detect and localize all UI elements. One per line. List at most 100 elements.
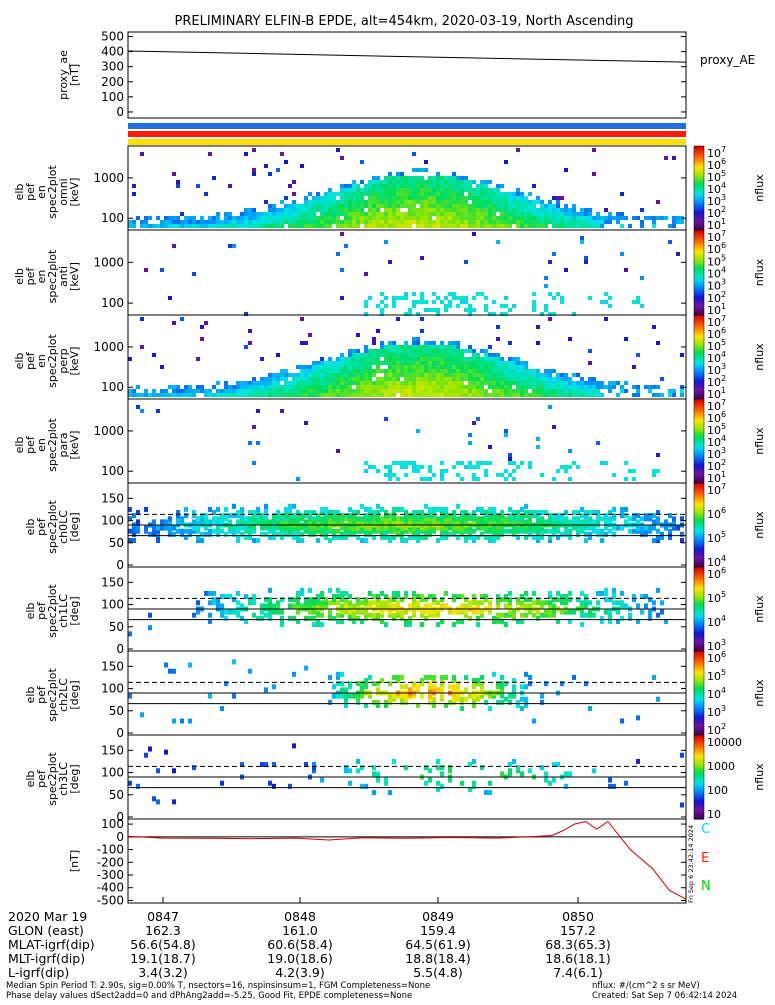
spec-anti-cell <box>472 308 476 312</box>
spec-omni-cell <box>236 220 240 224</box>
spec-perp-cell <box>552 389 556 393</box>
pa-ch0-cell <box>188 528 192 534</box>
spec-omni-cell <box>580 212 584 216</box>
spec-anti-cell <box>388 260 392 264</box>
spec-perp-cell <box>292 377 296 381</box>
pa-ch3-cell <box>136 783 140 789</box>
pa-ch0-cell <box>264 506 268 512</box>
pa-ch0-cell <box>156 531 160 537</box>
pa-ch0-cell <box>456 534 460 540</box>
spec-para-cell <box>504 469 508 473</box>
pa-ch0-cell <box>208 519 212 525</box>
pa-ch0-cbar-tick-0: 107 <box>707 482 726 497</box>
spec-omni-cell <box>480 208 484 212</box>
pa-ch1-cell <box>316 600 320 606</box>
pa-ch0-cell <box>368 525 372 531</box>
spec-omni-cell <box>484 216 488 220</box>
spec-perp-cell <box>396 389 400 393</box>
spec-omni-cell <box>504 192 508 196</box>
pa-ch0-cell <box>280 519 284 525</box>
spec-perp-cell <box>516 385 520 389</box>
spec-omni-cell <box>188 220 192 224</box>
pa-ch1-cell <box>380 618 384 624</box>
pa-ch0-cell <box>184 506 188 512</box>
pa-ch0-cell <box>508 528 512 534</box>
pa-ch1-cell <box>332 597 336 603</box>
pa-ch2-cell <box>376 702 380 708</box>
pa-ch0-cell <box>184 513 188 519</box>
spec-perp-cell <box>448 341 452 345</box>
pa-ch3-cbar-seg <box>694 814 704 818</box>
spec-omni-cell <box>672 224 676 228</box>
pa-ch0-cell <box>152 528 156 534</box>
spec-omni-cell <box>416 184 420 188</box>
pa-ch2-cell <box>488 693 492 699</box>
spec-omni-cell <box>372 200 376 204</box>
pa-ch0-cell <box>528 519 532 525</box>
spec-omni-cell <box>360 188 364 192</box>
pa-ch0-cell <box>540 528 544 534</box>
pa-ch0-cell <box>480 519 484 525</box>
pa-ch1-cbar-seg <box>694 627 704 631</box>
spec-omni-cell <box>320 212 324 216</box>
spec-perp-cbar-seg <box>694 375 704 379</box>
pa-ch0-cell <box>496 516 500 522</box>
spec-omni-cell <box>468 188 472 192</box>
spec-perp-cell <box>596 381 600 385</box>
pa-ch0-cell <box>576 528 580 534</box>
spec-omni-cell <box>532 208 536 212</box>
spec-para-cell <box>540 473 544 477</box>
spec-perp-cell <box>384 349 388 353</box>
pa-ch1-cell <box>212 597 216 603</box>
spec-omni-cell <box>448 188 452 192</box>
spec-omni-cell <box>288 184 292 188</box>
spec-omni-cell <box>432 200 436 204</box>
pa-ch0-cell <box>556 519 560 525</box>
pa-ch0-cell <box>468 525 472 531</box>
pa-ch0-cbar-seg <box>694 508 704 511</box>
pa-ch1-cbar-seg <box>694 583 704 587</box>
pa-ch0-cell <box>248 516 252 522</box>
pa-ch0-cell <box>320 519 324 525</box>
pa-ch3-y-ticklabel: 50 <box>109 788 124 802</box>
spec-perp-cell <box>312 389 316 393</box>
spec-omni-cell <box>292 200 296 204</box>
spec-omni-cbar-tick-6: 101 <box>707 217 726 232</box>
pa-ch2-cell <box>472 699 476 705</box>
spec-omni-cell <box>592 172 596 176</box>
pa-ch3-cell <box>172 768 176 774</box>
spec-omni-cell <box>532 200 536 204</box>
spec-perp-cell <box>600 381 604 385</box>
spec-omni-cell <box>432 204 436 208</box>
spec-perp-cell <box>680 393 684 397</box>
spec-omni-cell <box>340 200 344 204</box>
pa-ch0-cell <box>244 534 248 540</box>
spec-perp-cell <box>532 369 536 373</box>
pa-ch0-cell <box>624 506 628 512</box>
spec-omni-cell <box>436 180 440 184</box>
pa-ch0-cell <box>604 513 608 519</box>
spec-perp-cell <box>412 337 416 341</box>
pa-ch0-cell <box>672 516 676 522</box>
spec-omni-cell <box>392 180 396 184</box>
pa-ch0-y-ticklabel: 150 <box>101 491 124 505</box>
spec-omni-cell <box>588 216 592 220</box>
pa-ch2-y-ticklabel: 100 <box>101 682 124 696</box>
pa-ch0-cell <box>456 503 460 509</box>
spec-omni-cell <box>544 220 548 224</box>
pa-ch1-cell <box>512 609 516 615</box>
spec-omni-cell <box>532 216 536 220</box>
spec-perp-cell <box>204 389 208 393</box>
spec-omni-cell <box>360 208 364 212</box>
spec-anti-cbar-seg <box>694 259 704 263</box>
spec-perp-cell <box>396 349 400 353</box>
pa-ch0-cbar-seg <box>694 499 704 503</box>
pa-ch0-cell <box>444 516 448 522</box>
spec-omni-cell <box>516 148 520 152</box>
spec-omni-cell <box>556 200 560 204</box>
pa-ch1-cell <box>588 600 592 606</box>
pa-ch1-cell <box>324 597 328 603</box>
pa-ch1-cell <box>336 618 340 624</box>
spec-omni-cell <box>548 216 552 220</box>
pa-ch1-cell <box>260 609 264 615</box>
